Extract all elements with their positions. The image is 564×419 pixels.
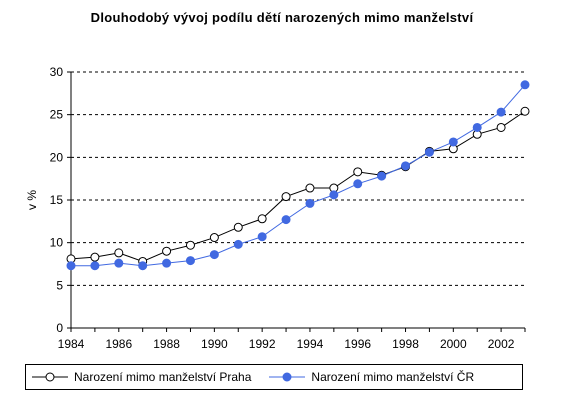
data-point-0: [90, 252, 100, 262]
data-point-1: [329, 190, 339, 200]
data-point-1: [233, 239, 243, 249]
x-tick-label: 1988: [153, 337, 180, 351]
chart-legend: Narození mimo manželství Praha Narození m…: [25, 364, 523, 390]
data-point-1: [90, 261, 100, 271]
data-point-0: [281, 192, 291, 202]
chart-title: Dlouhodobý vývoj podílu dětí narozených …: [90, 10, 474, 25]
data-point-1: [472, 122, 482, 132]
data-point-0: [185, 240, 195, 250]
labels-layer: 0 5 10 15 20 25 30 1984 1986 1988 1990 1992 1994 1996…: [25, 65, 515, 351]
data-point-1: [257, 232, 267, 242]
data-point-1: [377, 171, 387, 181]
y-tick-label: 25: [50, 108, 64, 122]
x-tick-label: 1998: [392, 337, 419, 351]
y-tick-label: 10: [50, 236, 64, 250]
x-tick-label: 2000: [440, 337, 467, 351]
series-line-0: [70, 110, 526, 262]
x-tick-label: 2002: [488, 337, 515, 351]
x-tick-label: 1992: [249, 337, 276, 351]
data-point-1: [162, 258, 172, 268]
y-axis-label: v %: [25, 190, 39, 210]
data-point-0: [353, 167, 363, 177]
data-point-1: [448, 137, 458, 147]
data-point-0: [496, 122, 506, 132]
data-point-1: [305, 198, 315, 208]
y-tick-label: 30: [50, 65, 64, 79]
x-tick-label: 1990: [201, 337, 228, 351]
legend-swatch: [269, 372, 306, 382]
data-point-1: [138, 261, 148, 271]
data-point-1: [353, 179, 363, 189]
data-point-1: [424, 147, 434, 157]
data-point-1: [209, 250, 219, 260]
y-tick-label: 20: [50, 150, 64, 164]
series-layer: [66, 80, 530, 271]
legend-swatch-marker: [282, 372, 292, 382]
x-tick-label: 1994: [297, 337, 324, 351]
legend-label: Narození mimo manželství Praha: [74, 370, 252, 384]
series-line-1: [71, 84, 526, 267]
x-tick-label: 1986: [105, 337, 132, 351]
legend-swatch: [32, 372, 68, 382]
data-point-1: [520, 80, 530, 90]
legend-item: Narození mimo manželství ČR: [269, 370, 474, 384]
legend-item: Narození mimo manželství Praha: [32, 370, 251, 384]
legend-swatch-marker: [45, 372, 55, 382]
y-tick-label: 15: [50, 193, 64, 207]
data-point-1: [281, 215, 291, 225]
data-point-1: [66, 261, 76, 271]
y-tick-label: 5: [56, 278, 63, 292]
x-tick-label: 1996: [344, 337, 371, 351]
grid-layer: [71, 71, 525, 286]
data-point-1: [496, 107, 506, 117]
data-point-0: [114, 248, 124, 258]
data-point-1: [185, 256, 195, 266]
data-point-1: [401, 161, 411, 171]
data-point-0: [233, 222, 243, 232]
y-tick-label: 0: [56, 321, 63, 335]
data-point-0: [520, 106, 530, 116]
data-point-0: [162, 246, 172, 256]
legend-label: Narození mimo manželství ČR: [311, 370, 475, 384]
data-point-1: [114, 258, 124, 268]
data-point-0: [305, 183, 315, 193]
x-tick-label: 1984: [58, 337, 85, 351]
axes-layer: [67, 71, 526, 332]
data-point-0: [257, 214, 267, 224]
data-point-0: [209, 233, 219, 243]
